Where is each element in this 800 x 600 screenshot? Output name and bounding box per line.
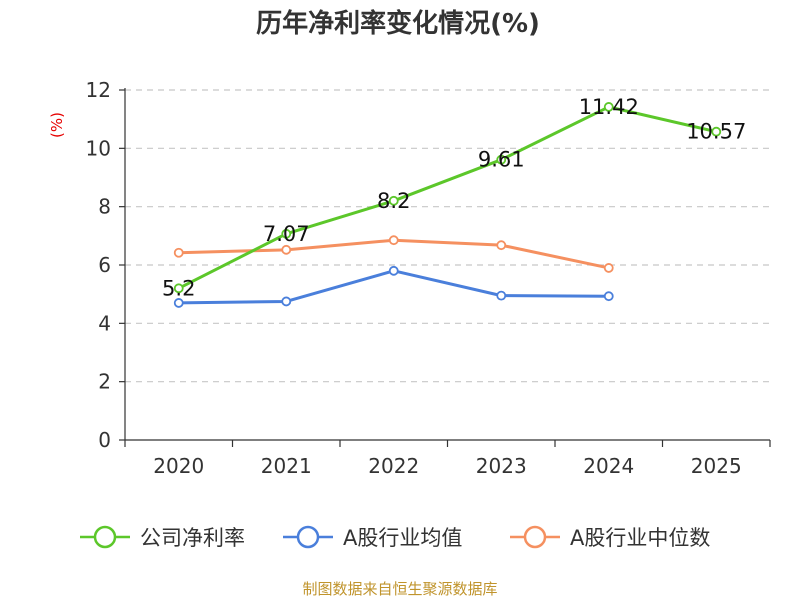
legend-label: A股行业均值 bbox=[343, 526, 462, 550]
data-label: 11.42 bbox=[579, 95, 639, 119]
data-point bbox=[711, 126, 722, 137]
legend-label: A股行业中位数 bbox=[570, 526, 710, 550]
y-tick-label: 0 bbox=[98, 428, 111, 452]
data-point bbox=[281, 244, 292, 255]
data-point bbox=[388, 235, 399, 246]
data-point bbox=[388, 195, 399, 206]
chart-title: 历年净利率变化情况(%) bbox=[256, 8, 540, 39]
axes: 0 2 4 6 8 10 12 2020 2021 2022 2023 2024 2025 bbox=[86, 78, 771, 478]
data-label: 8.2 bbox=[377, 189, 410, 213]
legend-swatch-marker bbox=[296, 525, 320, 549]
x-tick-label: 2021 bbox=[261, 454, 312, 478]
data-label: 5.2 bbox=[162, 276, 195, 300]
y-tick-label: 6 bbox=[98, 253, 111, 277]
data-labels: 5.2 7.07 8.2 9.61 11.42 10.57 bbox=[162, 95, 746, 300]
legend-swatch-marker bbox=[523, 525, 547, 549]
data-label: 10.57 bbox=[686, 120, 746, 144]
source-note: 制图数据来自恒生聚源数据库 bbox=[302, 580, 497, 598]
data-point bbox=[603, 291, 614, 302]
legend: 公司净利率 A股行业均值 A股行业中位数 bbox=[80, 525, 710, 550]
x-tick-label: 2020 bbox=[153, 454, 204, 478]
y-tick-label: 4 bbox=[98, 311, 111, 335]
y-axis-label: (%) bbox=[48, 112, 66, 138]
y-tick-label: 12 bbox=[86, 78, 111, 102]
legend-swatch-marker bbox=[93, 525, 117, 549]
data-point bbox=[496, 154, 507, 165]
data-label: 9.61 bbox=[478, 148, 525, 172]
data-point bbox=[496, 240, 507, 251]
data-point bbox=[281, 296, 292, 307]
data-point bbox=[173, 283, 184, 294]
data-point bbox=[281, 228, 292, 239]
data-point bbox=[603, 102, 614, 112]
y-tick-label: 10 bbox=[86, 136, 111, 160]
series-group bbox=[173, 102, 722, 308]
data-point bbox=[603, 263, 614, 273]
x-tick-label: 2024 bbox=[583, 454, 634, 478]
series-line bbox=[178, 105, 717, 290]
data-point bbox=[496, 290, 507, 301]
y-tick-label: 8 bbox=[98, 195, 111, 219]
data-point bbox=[388, 265, 399, 276]
legend-label: 公司净利率 bbox=[140, 526, 245, 550]
x-tick-label: 2023 bbox=[476, 454, 527, 478]
grid-lines bbox=[125, 89, 770, 383]
data-label: 7.07 bbox=[263, 222, 310, 246]
y-tick-label: 2 bbox=[98, 370, 111, 394]
data-point bbox=[173, 298, 184, 308]
x-tick-label: 2022 bbox=[368, 454, 419, 478]
x-tick-label: 2025 bbox=[691, 454, 742, 478]
data-point bbox=[173, 247, 184, 258]
